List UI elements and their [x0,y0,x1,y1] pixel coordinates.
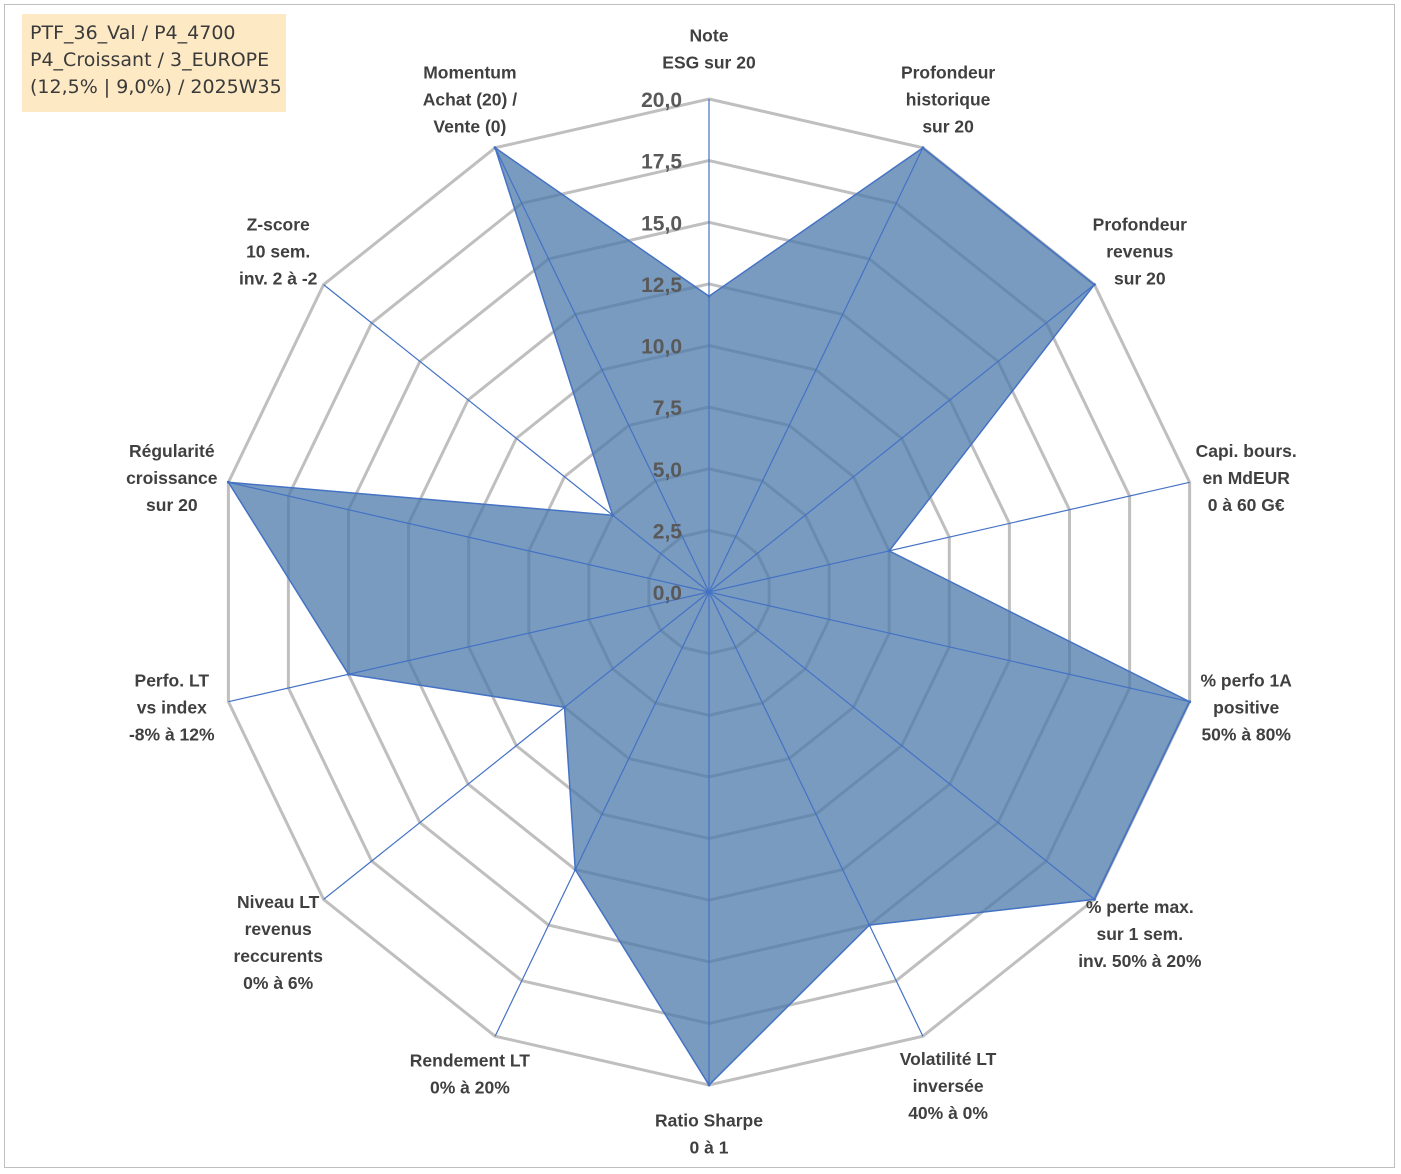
spoke-11 [228,481,710,593]
radar-axis-labels: Note ESG sur 20 Profondeur historique sur 20… [126,25,1297,1157]
tick-label-6: 15,0 [641,212,682,235]
axis-label-4-line-0: % perfo 1A [1200,670,1292,690]
axis-label-13-line-1: Achat (20) / [423,90,517,110]
chart-frame [4,4,1395,1168]
tick-label-1: 2,5 [653,520,683,543]
axis-label-3: Capi. bours. en MdEUR 0 à 60 G€ [1196,441,1297,515]
axis-label-11-line-2: sur 20 [146,495,198,515]
axis-label-7: Ratio Sharpe 0 à 1 [655,1110,763,1157]
axis-label-5-line-2: inv. 50% à 20% [1078,951,1202,971]
spoke-4 [708,591,1190,703]
axis-label-8-line-0: Rendement LT [410,1050,531,1070]
axis-label-8: Rendement LT 0% à 20% [410,1050,531,1097]
radar-spokes [228,99,1190,1085]
axis-label-10: Perfo. LT vs index -8% à 12% [129,670,215,744]
tick-label-8: 20,0 [641,89,682,112]
axis-label-11-line-0: Régularité [129,441,215,461]
tick-label-0: 0,0 [653,582,682,605]
axis-label-1-line-1: historique [906,90,991,110]
info-line-2: P4_Croissant / 3_EUROPE [30,49,270,71]
axis-label-0: Note ESG sur 20 [662,25,756,72]
axis-label-4-line-1: positive [1213,697,1279,717]
spoke-10 [228,591,710,703]
axis-label-5: % perte max. sur 1 sem. inv. 50% à 20% [1078,897,1202,971]
tick-label-2: 5,0 [653,459,682,482]
spoke-6 [708,591,924,1037]
axis-label-9-line-2: reccurents [233,946,323,966]
axis-label-10-line-0: Perfo. LT [135,670,210,690]
info-box: PTF_36_Val / P4_4700 P4_Croissant / 3_EU… [22,14,286,112]
info-line-1: PTF_36_Val / P4_4700 [30,22,236,44]
axis-label-1-line-0: Profondeur [901,63,995,83]
tick-label-5: 12,5 [641,274,682,297]
axis-label-2-line-0: Profondeur [1093,214,1187,234]
tick-label-4: 10,0 [641,336,682,359]
axis-label-13-line-2: Vente (0) [433,117,506,137]
axis-label-6: Volatilité LT inversée 40% à 0% [900,1049,997,1123]
axis-label-10-line-2: -8% à 12% [129,724,215,744]
axis-label-12: Z-score 10 sem. inv. 2 à -2 [239,214,318,288]
axis-label-3-line-1: en MdEUR [1202,468,1290,488]
axis-label-7-line-0: Ratio Sharpe [655,1110,763,1130]
axis-label-5-line-0: % perte max. [1086,897,1194,917]
axis-label-9-line-3: 0% à 6% [243,973,313,993]
radar-tick-labels: 0,0 2,5 5,0 7,5 10,0 12,5 15,0 17,5 20,0 [641,89,682,605]
axis-label-6-line-2: 40% à 0% [908,1103,988,1123]
spoke-12 [323,284,710,593]
axis-label-12-line-2: inv. 2 à -2 [239,268,318,288]
axis-label-9: Niveau LT revenus reccurents 0% à 6% [233,892,323,993]
spoke-5 [708,591,1095,900]
axis-label-7-line-1: 0 à 1 [690,1137,729,1157]
spoke-2 [708,284,1095,593]
spoke-3 [708,481,1190,593]
axis-label-6-line-0: Volatilité LT [900,1049,997,1069]
axis-label-9-line-0: Niveau LT [237,892,320,912]
spoke-8 [494,591,710,1037]
axis-label-11: Régularité croissance sur 20 [126,441,218,515]
axis-label-3-line-2: 0 à 60 G€ [1208,495,1285,515]
axis-label-1-line-2: sur 20 [922,117,974,137]
spoke-1 [708,147,924,593]
tick-label-3: 7,5 [653,397,683,420]
axis-label-8-line-1: 0% à 20% [430,1077,510,1097]
info-line-3: (12,5% | 9,0%) / 2025W35 [30,76,282,98]
spoke-9 [323,591,710,900]
axis-label-13: Momentum Achat (20) / Vente (0) [423,63,517,137]
axis-label-3-line-0: Capi. bours. [1196,441,1297,461]
axis-label-4-line-2: 50% à 80% [1201,724,1291,744]
axis-label-11-line-1: croissance [126,468,218,488]
axis-label-13-line-0: Momentum [423,63,516,83]
axis-label-1: Profondeur historique sur 20 [901,63,995,137]
axis-label-0-line-1: ESG sur 20 [662,52,756,72]
axis-label-5-line-1: sur 1 sem. [1097,924,1184,944]
axis-label-2: Profondeur revenus sur 20 [1093,214,1187,288]
axis-label-2-line-1: revenus [1106,241,1173,261]
axis-label-0-line-0: Note [690,25,729,45]
spoke-13 [494,147,710,593]
axis-label-6-line-1: inversée [913,1076,984,1096]
tick-label-7: 17,5 [641,151,682,174]
axis-label-12-line-1: 10 sem. [246,241,310,261]
axis-label-10-line-1: vs index [137,697,207,717]
axis-label-12-line-0: Z-score [247,214,310,234]
axis-label-9-line-1: revenus [245,919,312,939]
axis-label-4: % perfo 1A positive 50% à 80% [1200,670,1292,744]
axis-label-2-line-2: sur 20 [1114,268,1166,288]
